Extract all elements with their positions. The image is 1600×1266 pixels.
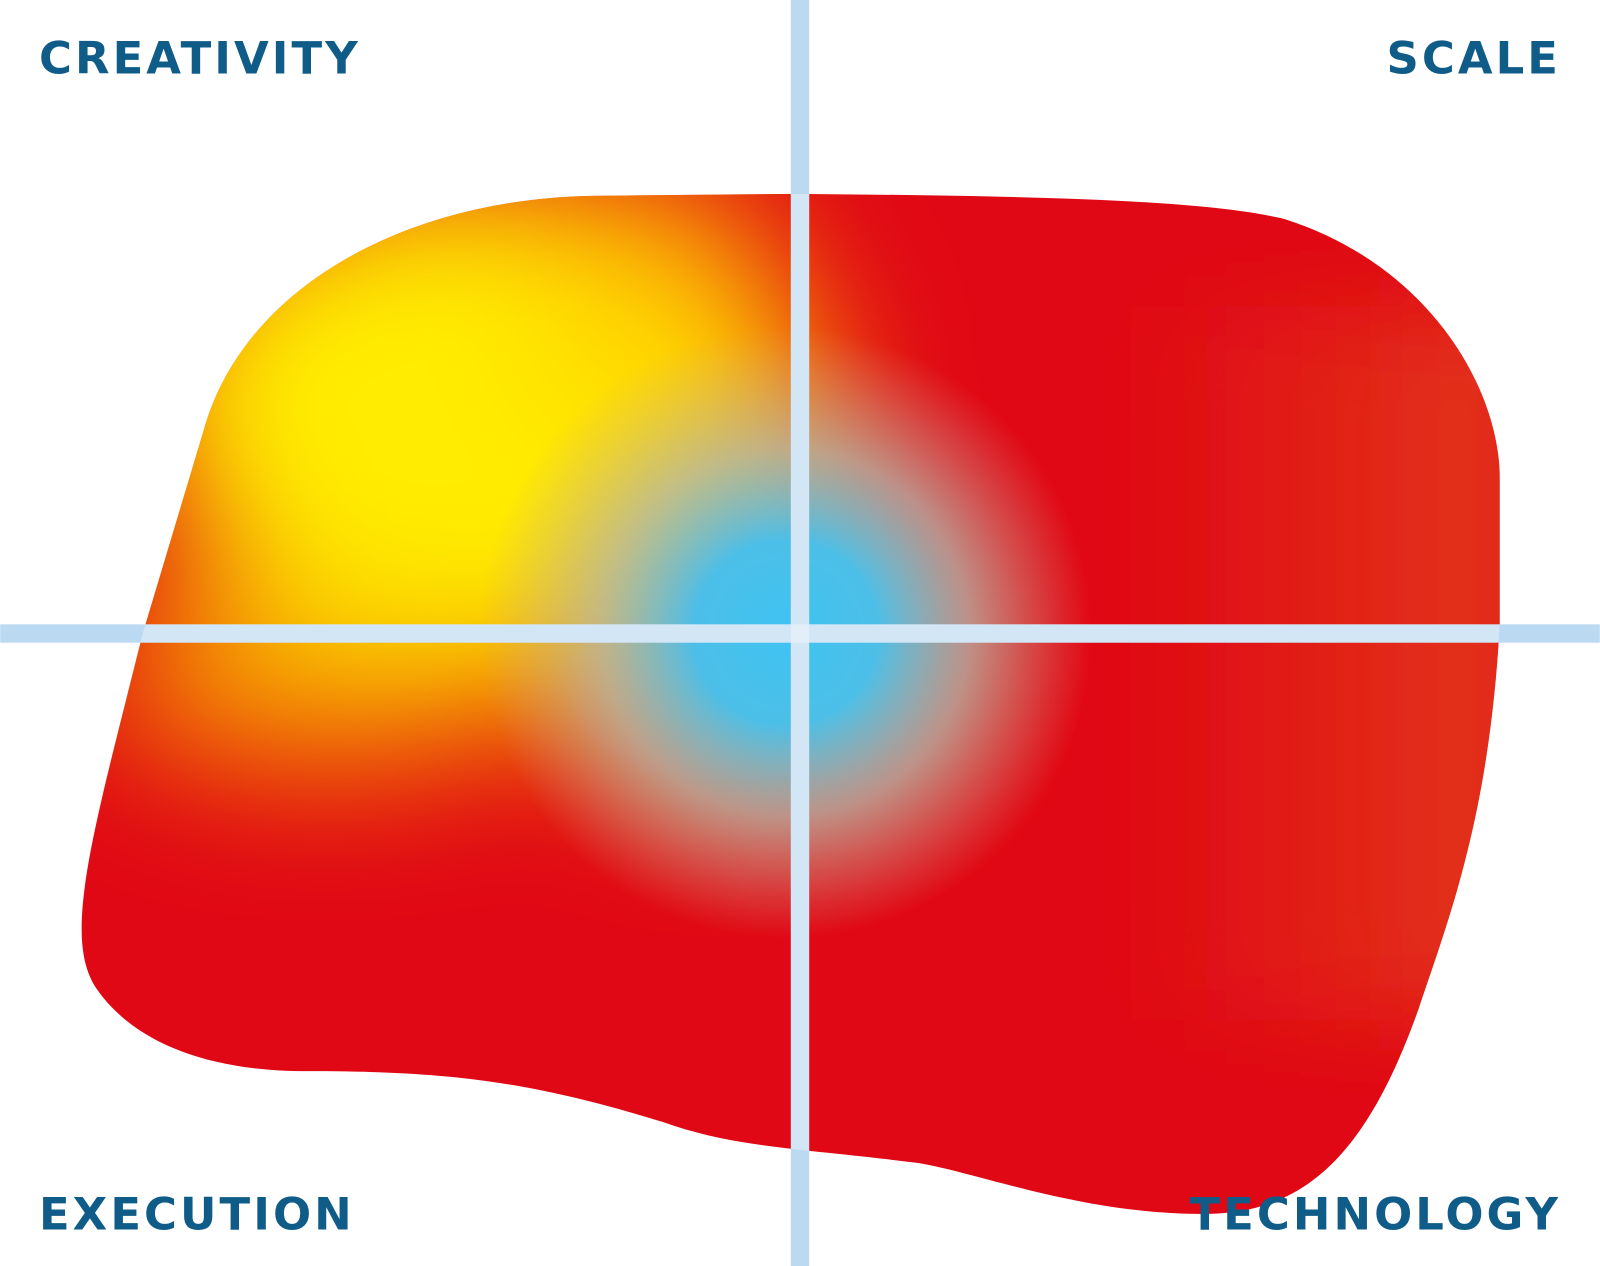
label-scale: SCALE [1386, 31, 1561, 84]
label-execution: EXECUTION [39, 1187, 355, 1240]
label-creativity: CREATIVITY [39, 31, 361, 84]
label-technology: TECHNOLOGY [1189, 1187, 1561, 1240]
